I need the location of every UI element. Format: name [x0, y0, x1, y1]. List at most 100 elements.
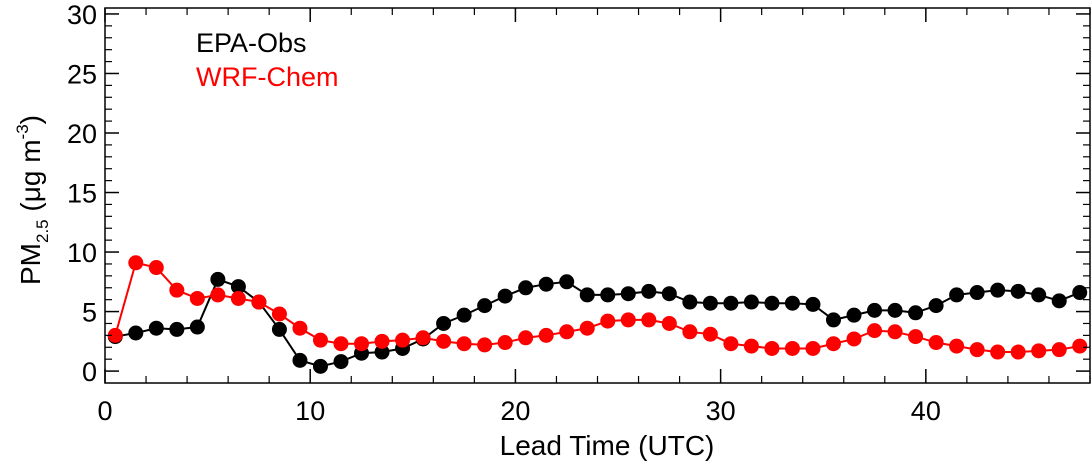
- data-point: [969, 342, 985, 358]
- data-point: [312, 332, 328, 348]
- data-point: [1031, 287, 1047, 303]
- x-tick-label: 20: [500, 396, 530, 426]
- data-point: [354, 336, 370, 352]
- data-point: [436, 315, 452, 331]
- data-point: [477, 337, 493, 353]
- data-point: [292, 352, 308, 368]
- y-tick-label: 0: [82, 357, 97, 387]
- data-point: [990, 282, 1006, 298]
- x-tick-label: 30: [706, 396, 736, 426]
- data-point: [456, 307, 472, 323]
- series-layer: [107, 255, 1088, 374]
- data-point: [271, 321, 287, 337]
- data-point: [600, 287, 616, 303]
- data-point: [702, 295, 718, 311]
- series-wrf-chem: [107, 255, 1088, 360]
- data-point: [230, 279, 246, 295]
- data-point: [230, 290, 246, 306]
- y-axis-label-subscript: 2.5: [33, 219, 52, 243]
- data-point: [292, 320, 308, 336]
- data-point: [805, 340, 821, 356]
- data-point: [169, 321, 185, 337]
- data-point: [682, 294, 698, 310]
- y-axis-label-units-suffix: ): [15, 115, 46, 124]
- data-point: [723, 295, 739, 311]
- data-point: [990, 344, 1006, 360]
- y-axis-label-superscript: -3: [13, 124, 32, 139]
- data-point: [723, 336, 739, 352]
- data-point: [661, 315, 677, 331]
- x-tick-label: 10: [295, 396, 325, 426]
- y-tick-label: 15: [67, 179, 97, 209]
- data-point: [743, 294, 759, 310]
- data-point: [867, 302, 883, 318]
- data-point: [497, 288, 513, 304]
- data-point: [784, 340, 800, 356]
- data-point: [641, 312, 657, 328]
- data-point: [805, 296, 821, 312]
- x-tick-label: 40: [911, 396, 941, 426]
- x-axis: 0 10 20 30 40: [97, 8, 1091, 426]
- x-axis-label: Lead Time (UTC): [500, 430, 715, 461]
- data-point: [928, 298, 944, 314]
- y-tick-label: 5: [82, 298, 97, 328]
- data-point: [415, 330, 431, 346]
- data-point: [908, 329, 924, 345]
- data-point: [743, 338, 759, 354]
- legend-entry: WRF-Chem: [196, 62, 339, 92]
- data-point: [148, 260, 164, 276]
- data-point: [949, 287, 965, 303]
- data-point: [887, 324, 903, 340]
- data-point: [1072, 338, 1088, 354]
- data-point: [784, 295, 800, 311]
- y-axis-label-base: PM: [15, 243, 46, 285]
- data-point: [559, 274, 575, 290]
- data-point: [559, 324, 575, 340]
- data-point: [579, 287, 595, 303]
- data-point: [518, 280, 534, 296]
- data-point: [661, 286, 677, 302]
- y-tick-label: 25: [67, 59, 97, 89]
- data-point: [210, 271, 226, 287]
- data-point: [210, 287, 226, 303]
- data-point: [887, 302, 903, 318]
- data-point: [374, 333, 390, 349]
- data-point: [148, 320, 164, 336]
- data-point: [189, 319, 205, 335]
- data-point: [312, 358, 328, 374]
- y-tick-label: 10: [67, 238, 97, 268]
- data-point: [1051, 342, 1067, 358]
- data-point: [969, 285, 985, 301]
- data-point: [579, 320, 595, 336]
- data-point: [1010, 283, 1026, 299]
- data-point: [764, 295, 780, 311]
- data-point: [620, 286, 636, 302]
- x-tick-label: 0: [97, 396, 112, 426]
- y-axis-label: PM2.5 (μg m-3): [13, 115, 52, 285]
- data-point: [333, 336, 349, 352]
- data-point: [846, 331, 862, 347]
- data-point: [1031, 343, 1047, 359]
- data-point: [825, 312, 841, 328]
- data-point: [908, 305, 924, 321]
- data-point: [846, 307, 862, 323]
- legend-entry: EPA-Obs: [196, 28, 307, 58]
- data-point: [497, 335, 513, 351]
- data-point: [1010, 344, 1026, 360]
- y-axis-label-units-prefix: (μg m: [15, 139, 46, 219]
- data-point: [374, 344, 390, 360]
- data-point: [128, 255, 144, 271]
- y-tick-label: 30: [67, 0, 97, 30]
- data-point: [867, 323, 883, 339]
- data-point: [641, 283, 657, 299]
- data-point: [702, 326, 718, 342]
- data-point: [682, 324, 698, 340]
- data-point: [764, 340, 780, 356]
- legend: EPA-Obs WRF-Chem: [196, 28, 339, 92]
- data-point: [538, 276, 554, 292]
- data-point: [928, 335, 944, 351]
- y-axis: 0 5 10 15 20 25 30: [67, 0, 1090, 387]
- data-point: [518, 330, 534, 346]
- data-point: [825, 336, 841, 352]
- data-point: [1051, 293, 1067, 309]
